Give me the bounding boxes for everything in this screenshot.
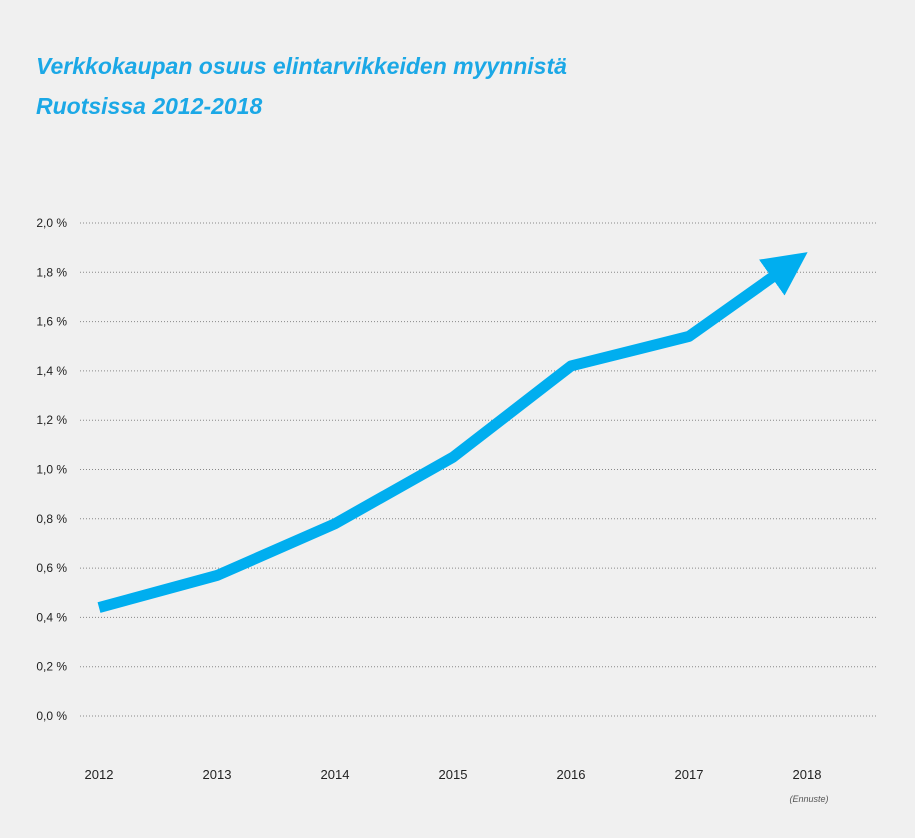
x-tick-label: 2015 <box>439 767 468 782</box>
chart-title-line-2: Ruotsissa 2012-2018 <box>36 93 263 119</box>
x-tick-label: 2018 <box>793 767 822 782</box>
y-tick-label: 1,4 % <box>36 364 67 378</box>
y-tick-label: 1,2 % <box>36 413 67 427</box>
y-tick-label: 0,0 % <box>36 709 67 723</box>
y-tick-label: 0,6 % <box>36 561 67 575</box>
y-axis-tick-labels: 0,0 % 0,2 % 0,4 % 0,6 % 0,8 % 1,0 % 1,2 % 1,4 %… <box>36 216 67 723</box>
y-tick-label: 0,2 % <box>36 660 67 674</box>
series-line <box>97 252 808 613</box>
chart-title-line-1: Verkkokaupan osuus elintarvikkeiden myyn… <box>36 53 567 79</box>
x-tick-label: 2014 <box>321 767 350 782</box>
y-tick-label: 1,8 % <box>36 265 67 279</box>
y-tick-label: 0,4 % <box>36 610 67 624</box>
y-tick-label: 0,8 % <box>36 512 67 526</box>
series-layer <box>97 252 808 613</box>
y-tick-label: 2,0 % <box>36 216 67 230</box>
forecast-note: (Ennuste) <box>789 794 828 804</box>
y-tick-label: 1,0 % <box>36 463 67 477</box>
x-tick-label: 2013 <box>203 767 232 782</box>
x-tick-label: 2012 <box>85 767 114 782</box>
chart-title: Verkkokaupan osuus elintarvikkeiden myyn… <box>36 46 567 126</box>
x-axis-tick-labels: 2012 2013 2014 2015 2016 2017 2018 <box>85 767 822 782</box>
x-tick-label: 2017 <box>675 767 704 782</box>
y-tick-label: 1,6 % <box>36 315 67 329</box>
annotations: (Ennuste) <box>789 794 828 804</box>
gridlines <box>80 222 876 717</box>
x-tick-label: 2016 <box>557 767 586 782</box>
